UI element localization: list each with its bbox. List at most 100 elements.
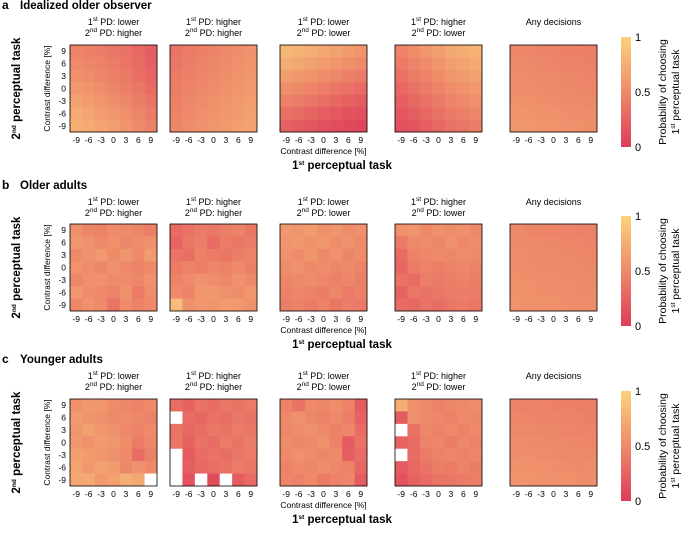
heatmap-cell <box>444 69 458 83</box>
heatmap-cell <box>144 448 158 462</box>
heatmap-cell <box>292 57 306 71</box>
heatmap-cell <box>119 107 133 120</box>
heatmap-cell <box>144 411 158 425</box>
panel-title-line1-post: PD: lower <box>308 371 350 381</box>
heatmap-cell <box>522 248 536 262</box>
heatmap-cell <box>94 436 108 450</box>
x-tick-label: 0 <box>436 314 441 324</box>
heatmap-cell <box>457 107 470 120</box>
heatmap-cell <box>219 107 233 120</box>
heatmap-cell <box>522 57 536 71</box>
x-tick-label: -9 <box>397 489 405 499</box>
x-tick-label: 3 <box>224 489 229 499</box>
heatmap-cell <box>407 399 421 412</box>
heatmap-cell <box>510 298 523 312</box>
y-axis-label-post: perceptual task <box>11 216 23 304</box>
heatmap-cell <box>207 82 221 96</box>
heatmap-cell <box>342 448 355 462</box>
x-tick-label: -6 <box>410 489 418 499</box>
heatmap-cell <box>182 423 196 437</box>
panel-title-line1-post: PD: higher <box>196 371 241 381</box>
heatmap-cell <box>469 119 483 133</box>
panel-title-line1-pre: 1 <box>88 197 93 207</box>
heatmap-cell <box>432 82 446 96</box>
heatmap-cell <box>144 236 158 250</box>
heatmap-cell <box>144 399 158 412</box>
heatmap-cell <box>559 57 573 71</box>
heatmap-cell <box>522 399 536 412</box>
panel-frame <box>169 398 258 487</box>
heatmap-cell <box>292 399 306 412</box>
heatmap-cell <box>182 57 196 71</box>
heatmap-cell <box>107 248 121 262</box>
heatmap-cell <box>329 261 343 275</box>
x-tick-label: -6 <box>295 489 303 499</box>
heatmap-cell <box>304 45 318 58</box>
y-tick-label: 9 <box>61 225 66 235</box>
x-axis-label-sup: st <box>299 160 306 167</box>
x-tick-label: 9 <box>248 314 253 324</box>
x-tick-label: -3 <box>422 489 430 499</box>
colorbar-tick-label: 1 <box>635 386 641 398</box>
heatmap-cell <box>232 298 245 312</box>
heatmap-cell <box>534 436 548 450</box>
heatmap-cell <box>534 107 548 120</box>
x-tick-label: -6 <box>85 135 93 145</box>
heatmap-cell <box>304 82 318 96</box>
heatmap-cell <box>170 45 183 58</box>
x-tick-label: 6 <box>236 135 241 145</box>
colorbar-label-line2-pre: 1 <box>670 308 682 314</box>
heatmap-cell <box>444 261 458 275</box>
heatmap-cell <box>329 448 343 462</box>
heatmap-cell <box>444 45 458 58</box>
heatmap-cell <box>94 236 108 250</box>
heatmap-cell <box>170 224 183 237</box>
heatmap-cell <box>354 119 368 133</box>
heatmap-cell <box>432 273 446 287</box>
heatmap-cell <box>70 45 83 58</box>
heatmap-cell <box>354 236 368 250</box>
heatmap-cell <box>232 69 245 83</box>
x-tick-label: -3 <box>307 489 315 499</box>
heatmap-cell <box>510 261 523 275</box>
x-tick-label: 3 <box>224 314 229 324</box>
heatmap-cell <box>329 399 343 412</box>
heatmap-cell <box>354 57 368 71</box>
panel-title-line1-sup: st <box>93 370 98 377</box>
heatmap-cell <box>547 436 561 450</box>
heatmap-cell <box>432 423 446 437</box>
row-title: Older adults <box>20 180 87 192</box>
colorbar-label-line2-sup: st <box>670 477 677 482</box>
heatmap-cell <box>107 119 121 133</box>
heatmap-cell <box>244 45 258 58</box>
panel-title-line2-post: PD: higher <box>97 208 142 218</box>
heatmap-cell <box>444 248 458 262</box>
panel-frame <box>509 223 598 312</box>
heatmap-cell <box>584 273 598 287</box>
heatmap-cell <box>144 423 158 437</box>
heatmap-cell <box>107 411 121 425</box>
heatmap-cell <box>534 69 548 83</box>
x-tick-label: 6 <box>461 314 466 324</box>
heatmap-cell <box>469 236 483 250</box>
heatmap-cell <box>342 461 355 474</box>
heatmap-cell <box>170 473 183 487</box>
heatmap-cell <box>510 399 523 412</box>
x-axis-label-post: perceptual task <box>304 514 392 526</box>
heatmap-cell <box>70 248 83 262</box>
panel-title-line1-pre: 1 <box>298 371 303 381</box>
heatmap-cell <box>232 236 245 250</box>
x-tick-label: 3 <box>334 135 339 145</box>
heatmap-cell <box>219 261 233 275</box>
panel-title-line1-pre: 1 <box>186 371 191 381</box>
x-tick-label: -9 <box>172 489 180 499</box>
heatmap-cell <box>584 248 598 262</box>
heatmap-cell <box>82 57 96 71</box>
heatmap-cell <box>170 261 183 275</box>
heatmap-cell <box>194 411 208 425</box>
x-tick-label: 9 <box>148 135 153 145</box>
heatmap-cell <box>572 119 585 133</box>
heatmap-cell <box>419 461 433 474</box>
x-tick-label: 0 <box>321 135 326 145</box>
heatmap-cell <box>534 286 548 299</box>
